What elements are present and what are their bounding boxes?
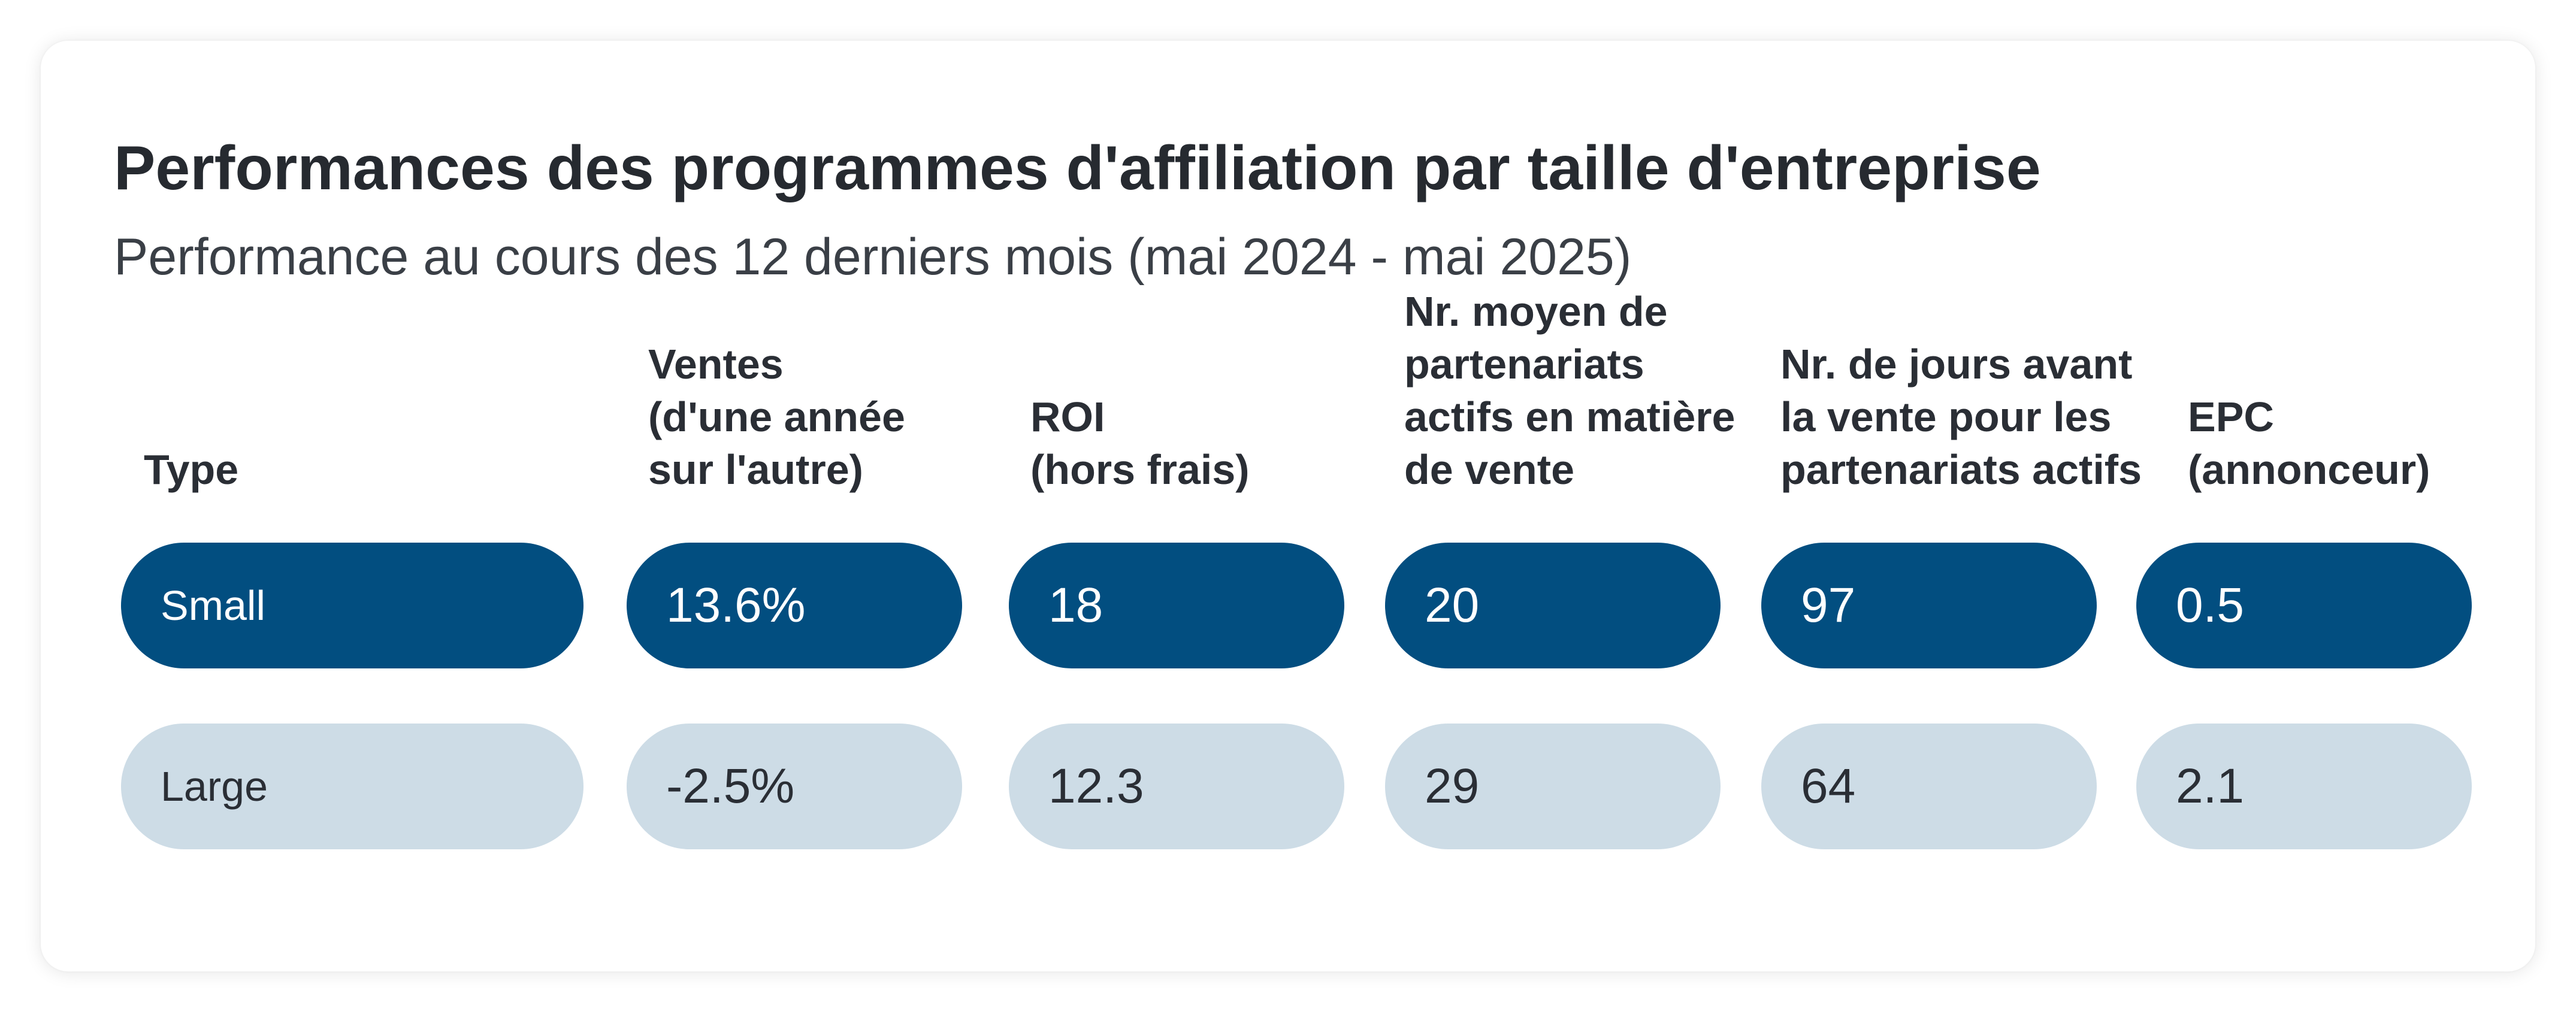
chart-title: Performances des programmes d'affiliatio… [114,134,2041,203]
column-header-line: (annonceur) [2188,446,2430,493]
cell-value: 2.1 [2176,759,2244,813]
cell-value: 18 [1048,578,1103,632]
cell-value: 29 [1425,759,1480,813]
table-cell: 0.5 [2136,543,2472,668]
table-cell: 2.1 [2136,724,2472,849]
column-header-partnerships: Nr. moyen de partenariats actifs en mati… [1404,285,1735,496]
column-header-sales: Ventes (d'une année sur l'autre) [648,338,905,496]
row-label: Large [161,763,268,810]
table-cell-type: Large [121,724,583,849]
table-cell: 13.6% [627,543,962,668]
column-header-line: (d'une année [648,394,905,440]
column-header-line: partenariats [1404,341,1644,388]
table-cell-type: Small [121,543,583,668]
column-header-line: Nr. moyen de [1404,288,1668,335]
cell-value: 64 [1801,759,1856,813]
table-cell: 64 [1761,724,2097,849]
column-header-line: partenariats actifs [1780,446,2142,493]
column-header-line: (hors frais) [1030,446,1250,493]
chart-subtitle: Performance au cours des 12 derniers moi… [114,228,1632,286]
column-header-days: Nr. de jours avant la vente pour les par… [1780,338,2142,496]
cell-value: 12.3 [1048,759,1144,813]
cell-value: 97 [1801,578,1856,632]
cell-value: 20 [1425,578,1480,632]
table-cell: -2.5% [627,724,962,849]
table-cell: 97 [1761,543,2097,668]
cell-value: 13.6% [666,578,806,632]
column-header-line: la vente pour les [1780,394,2112,440]
column-header-epc: EPC (annonceur) [2188,391,2430,496]
cell-value: -2.5% [666,759,795,813]
column-header-line: de vente [1404,446,1574,493]
column-header-roi: ROI (hors frais) [1030,391,1250,496]
column-header-line: Nr. de jours avant [1780,341,2133,388]
column-header-line: sur l'autre) [648,446,863,493]
column-header-line: Ventes [648,341,784,388]
column-header-type: Type [144,443,238,496]
cell-value: 0.5 [2176,578,2244,632]
table-cell: 12.3 [1009,724,1344,849]
column-header-line: ROI [1030,394,1105,440]
column-header-line: EPC [2188,394,2274,440]
row-label: Small [161,582,266,629]
column-header-line: actifs en matière [1404,394,1736,440]
table-cell: 20 [1385,543,1721,668]
table-cell: 29 [1385,724,1721,849]
table-cell: 18 [1009,543,1344,668]
column-header-line: Type [144,446,239,493]
